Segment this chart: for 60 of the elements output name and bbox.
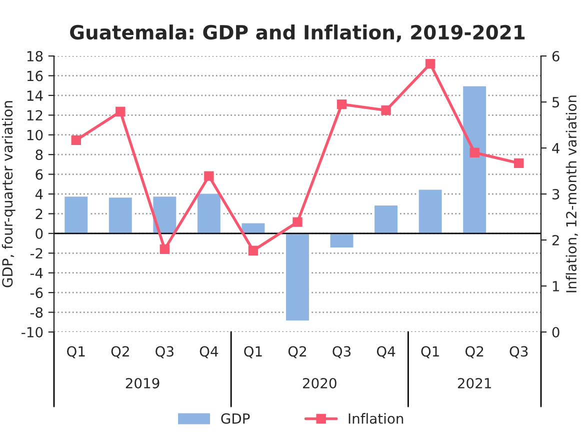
x-tick-label: Q2 (465, 346, 484, 358)
y-tick-label: 10 (27, 130, 43, 140)
y-tick-label: 2 (36, 208, 42, 219)
y-tick-label: 8 (36, 150, 43, 160)
y2-tick-label: 1 (552, 281, 559, 292)
x-tick-label: Q1 (244, 346, 262, 358)
chart-title: Guatemala: GDP and Inflation, 2019-2021 (70, 24, 525, 42)
point (514, 158, 524, 168)
point (248, 246, 258, 256)
point (71, 135, 81, 146)
bar (462, 84, 488, 234)
x-tick-label: Q2 (288, 346, 306, 358)
y-tick-label: -2 (30, 248, 42, 258)
y2-tick-label: 2 (552, 234, 559, 246)
x-tick-label: Q1 (421, 346, 439, 358)
y2-tick-label: 3 (552, 188, 560, 200)
x-tick-label: Q1 (67, 346, 85, 358)
y-tick-label: 0 (36, 228, 43, 239)
y2-axis-title: Inflation, 12-month variation (566, 96, 578, 292)
y-tick-label: 18 (27, 50, 43, 62)
x-tick-label: Q3 (332, 346, 351, 358)
legend-label: GDP (221, 413, 250, 424)
y-tick-label: -4 (30, 268, 43, 278)
y-tick-label: -6 (30, 288, 43, 298)
y-axis-title: GDP, four-quarter variation (2, 101, 16, 288)
y-tick-label: 12 (27, 110, 42, 120)
point (292, 217, 302, 227)
bar (373, 204, 399, 234)
legend-label: Inflation (348, 413, 404, 424)
y-tick-label: -10 (22, 326, 43, 338)
point (204, 171, 214, 181)
y2-tick-label: 5 (552, 97, 560, 108)
point (425, 58, 436, 69)
point (381, 105, 391, 116)
y2-tick-label: 4 (552, 143, 560, 154)
y-tick-label: -8 (30, 307, 43, 318)
x-tick-label: Q4 (200, 346, 218, 358)
point (336, 99, 347, 110)
x-tick-label: Q4 (376, 346, 396, 358)
bar (196, 192, 222, 234)
y-tick-label: 4 (35, 189, 43, 200)
text: 2020 (302, 378, 336, 388)
y2-tick-label: 6 (552, 50, 560, 62)
y-tick-label: 16 (27, 70, 43, 82)
y-tick-label: 6 (36, 169, 43, 180)
point (160, 244, 170, 254)
x-tick-label: Q3 (510, 346, 528, 358)
bar (417, 188, 444, 234)
text: 2021 (458, 378, 491, 388)
point (470, 148, 480, 158)
bar (284, 232, 310, 322)
y2-tick-label: 0 (552, 326, 560, 338)
bar (328, 232, 355, 249)
x-tick-label: Q3 (156, 346, 174, 358)
x-tick-label: Q2 (111, 346, 129, 358)
bar (108, 196, 134, 234)
y-tick-label: 14 (27, 90, 43, 101)
text: 2019 (126, 378, 160, 388)
bar (63, 195, 90, 234)
point (116, 106, 126, 117)
